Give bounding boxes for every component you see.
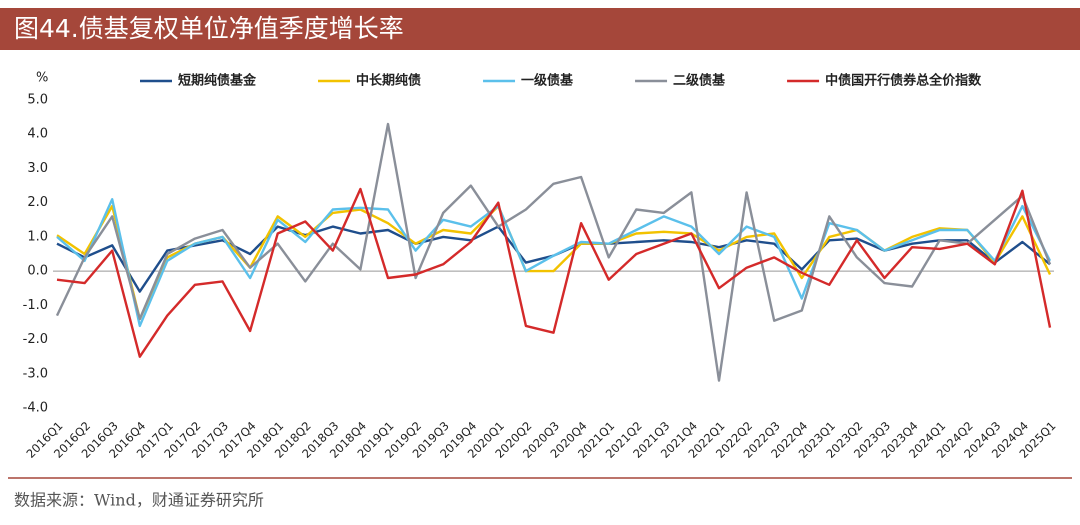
y-tick-label: 4.0 (27, 127, 48, 142)
y-tick-label: -2.0 (23, 332, 48, 347)
y-tick-label: 1.0 (27, 229, 48, 244)
legend-label: 一级债基 (521, 73, 574, 89)
legend-label: 二级债基 (673, 73, 726, 89)
y-tick-label: -1.0 (23, 298, 48, 313)
legend-label: 短期纯债基金 (178, 73, 257, 89)
y-tick-label: 0.0 (27, 264, 48, 279)
y-tick-label: -4.0 (23, 401, 48, 416)
y-tick-label: 2.0 (27, 195, 48, 210)
series-line (55, 122, 1052, 382)
source-note: 数据来源：Wind，财通证券研究所 (14, 491, 264, 510)
title-bar (0, 8, 1080, 50)
legend-label: 中债国开行债券总全价指数 (825, 73, 982, 89)
chart-title: 图44.债基复权单位净值季度增长率 (14, 14, 404, 43)
legend-label: 中长期纯债 (356, 73, 421, 89)
y-tick-label: 3.0 (27, 161, 48, 176)
y-tick-label: -3.0 (23, 366, 48, 381)
series-line (56, 204, 1052, 321)
series-line (56, 198, 1052, 328)
y-tick-label: 5.0 (27, 93, 48, 108)
series-line (56, 187, 1052, 358)
y-unit: % (36, 71, 48, 86)
